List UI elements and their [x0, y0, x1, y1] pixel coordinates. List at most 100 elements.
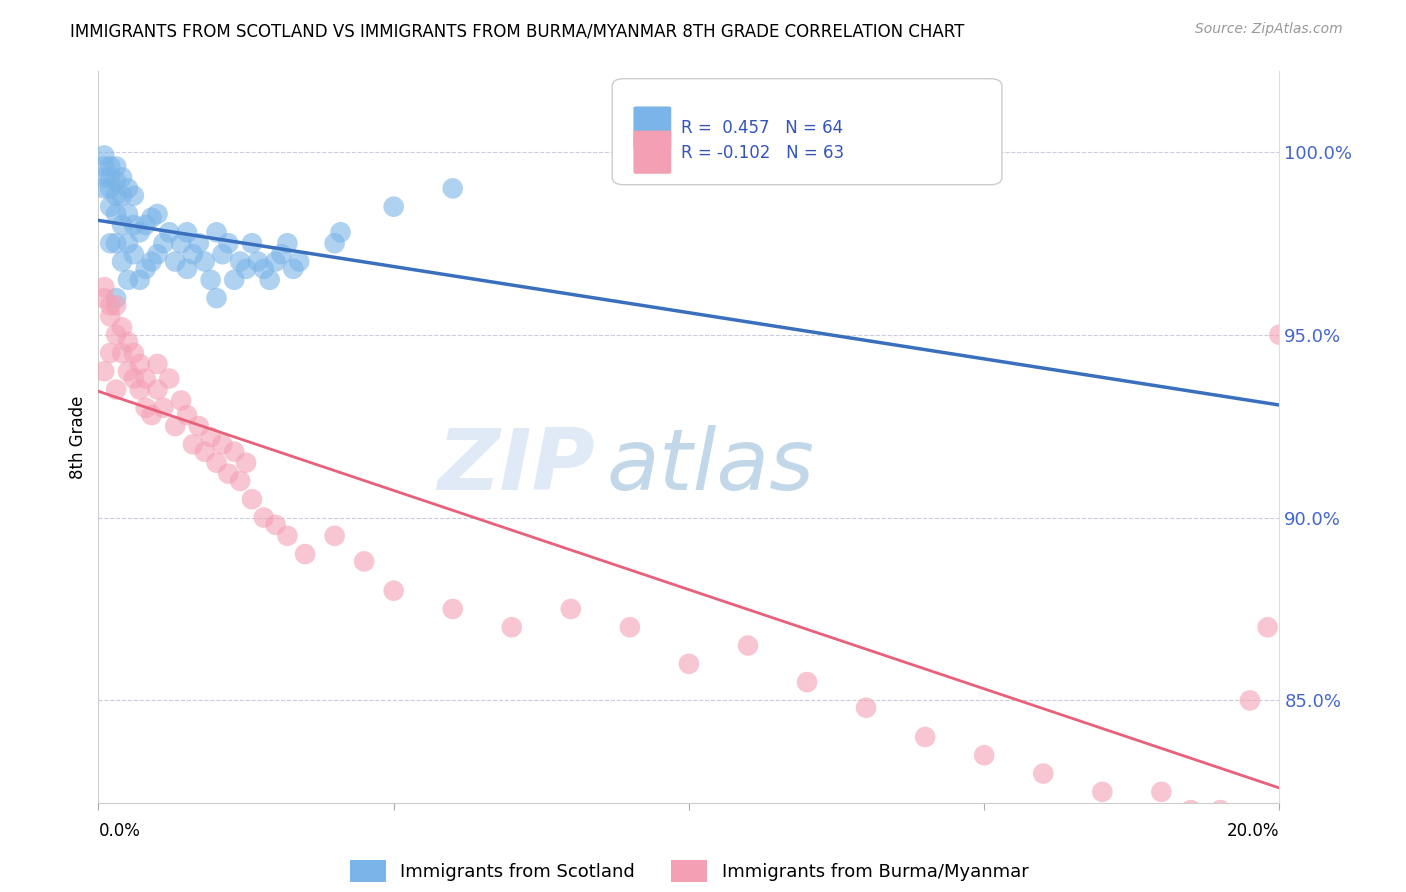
Point — [270, 247, 292, 261]
Point — [205, 291, 228, 305]
Point — [141, 211, 163, 225]
Point — [229, 254, 252, 268]
Point — [194, 254, 217, 268]
Point — [1268, 327, 1291, 342]
Point — [323, 529, 346, 543]
Point — [224, 444, 246, 458]
Point — [105, 188, 128, 202]
Point — [855, 700, 877, 714]
Point — [288, 254, 311, 268]
Point — [98, 160, 121, 174]
Point — [329, 225, 352, 239]
Point — [264, 517, 287, 532]
Point — [122, 218, 145, 232]
Point — [235, 456, 257, 470]
Y-axis label: 8th Grade: 8th Grade — [69, 395, 87, 479]
Point — [105, 298, 128, 312]
Point — [135, 371, 157, 385]
Point — [93, 170, 115, 185]
Point — [111, 320, 134, 334]
Text: R =  0.457   N = 64: R = 0.457 N = 64 — [681, 119, 842, 136]
Point — [176, 261, 198, 276]
Point — [117, 364, 139, 378]
Point — [98, 346, 121, 360]
Legend: Immigrants from Scotland, Immigrants from Burma/Myanmar: Immigrants from Scotland, Immigrants fro… — [342, 853, 1036, 888]
Point — [146, 357, 169, 371]
Text: IMMIGRANTS FROM SCOTLAND VS IMMIGRANTS FROM BURMA/MYANMAR 8TH GRADE CORRELATION : IMMIGRANTS FROM SCOTLAND VS IMMIGRANTS F… — [70, 22, 965, 40]
Point — [276, 529, 298, 543]
FancyBboxPatch shape — [612, 78, 1002, 185]
Point — [152, 236, 174, 251]
Point — [187, 236, 209, 251]
Point — [253, 510, 276, 524]
Point — [678, 657, 700, 671]
Point — [240, 492, 263, 507]
Point — [187, 419, 209, 434]
Point — [1239, 693, 1261, 707]
Point — [146, 383, 169, 397]
Text: Source: ZipAtlas.com: Source: ZipAtlas.com — [1195, 22, 1343, 37]
Point — [253, 261, 276, 276]
Point — [93, 364, 115, 378]
Point — [560, 602, 582, 616]
Point — [283, 261, 305, 276]
Point — [1150, 785, 1173, 799]
Point — [98, 200, 121, 214]
Point — [128, 273, 150, 287]
Point — [264, 254, 287, 268]
Point — [122, 371, 145, 385]
Point — [737, 639, 759, 653]
Text: atlas: atlas — [606, 425, 814, 508]
Point — [973, 748, 995, 763]
Point — [135, 218, 157, 232]
Point — [111, 188, 134, 202]
Point — [501, 620, 523, 634]
Point — [122, 188, 145, 202]
Point — [93, 181, 115, 195]
Point — [111, 346, 134, 360]
Point — [98, 298, 121, 312]
Point — [170, 393, 193, 408]
Point — [105, 236, 128, 251]
Point — [217, 236, 239, 251]
Point — [105, 160, 128, 174]
Point — [224, 273, 246, 287]
Point — [1032, 766, 1054, 780]
FancyBboxPatch shape — [634, 106, 671, 150]
Text: 20.0%: 20.0% — [1227, 822, 1279, 840]
Point — [796, 675, 818, 690]
Point — [229, 474, 252, 488]
Point — [259, 273, 281, 287]
Point — [128, 383, 150, 397]
Point — [914, 730, 936, 744]
Point — [146, 207, 169, 221]
Point — [93, 291, 115, 305]
Point — [276, 236, 298, 251]
Point — [200, 273, 222, 287]
Point — [217, 467, 239, 481]
Point — [135, 261, 157, 276]
Point — [122, 247, 145, 261]
Point — [111, 218, 134, 232]
Point — [105, 383, 128, 397]
Point — [240, 236, 263, 251]
Point — [128, 225, 150, 239]
Point — [323, 236, 346, 251]
Point — [170, 236, 193, 251]
Point — [200, 430, 222, 444]
Point — [98, 170, 121, 185]
Point — [165, 254, 187, 268]
Point — [181, 437, 204, 451]
Point — [117, 334, 139, 349]
Text: R = -0.102   N = 63: R = -0.102 N = 63 — [681, 145, 844, 162]
Point — [205, 225, 228, 239]
Point — [205, 456, 228, 470]
Point — [98, 181, 121, 195]
Point — [117, 273, 139, 287]
Point — [152, 401, 174, 415]
Point — [157, 225, 180, 239]
Point — [117, 207, 139, 221]
Point — [93, 280, 115, 294]
Point — [117, 236, 139, 251]
Point — [105, 174, 128, 188]
